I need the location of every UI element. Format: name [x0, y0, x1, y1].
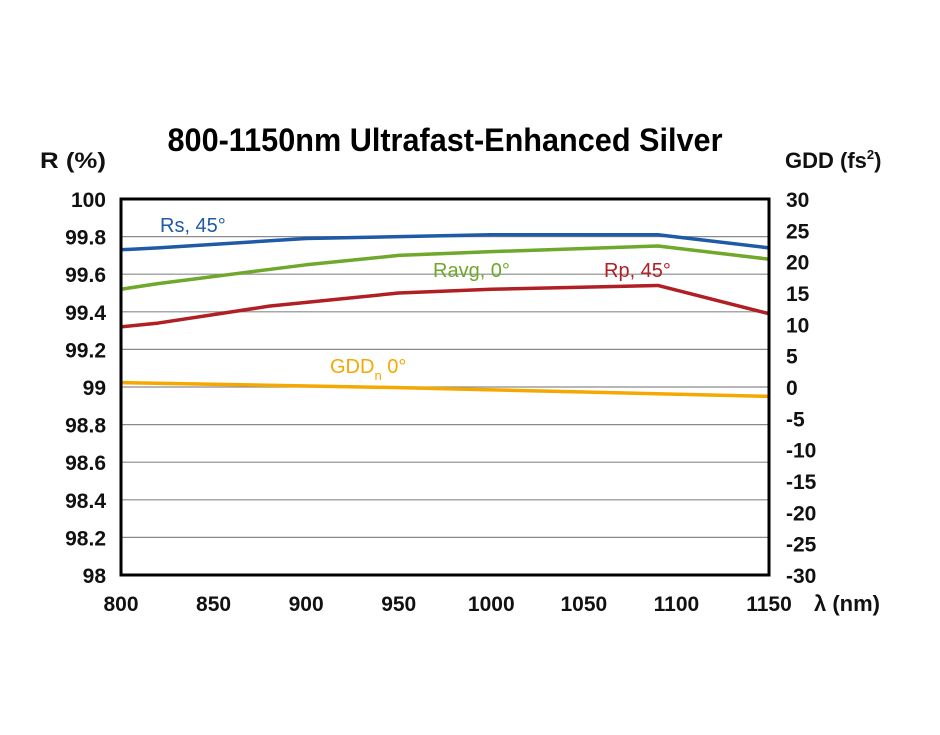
y2-tick-label: -15	[786, 471, 817, 494]
series-label-end: 0°	[382, 356, 407, 378]
series-label: Ravg, 0°	[433, 260, 510, 282]
y2-tick-label: 30	[786, 189, 809, 212]
series-label-name: Ravg, 0°	[433, 260, 510, 282]
x-tick-label: 800	[103, 593, 138, 616]
x-axis-label: λ (nm)	[814, 591, 880, 616]
y2-axis-label: GDD (fs2)	[785, 147, 881, 173]
y2-tick-label: -30	[786, 565, 816, 588]
series-label: Rs, 45°	[160, 215, 226, 237]
series-label: Rp, 45°	[604, 260, 671, 282]
series-line	[120, 380, 770, 399]
y-tick-label: 98	[83, 565, 107, 588]
y-axis-label: R (%)	[40, 148, 106, 173]
series-label-name: GDD	[330, 356, 374, 378]
y2-tick-label: -20	[786, 502, 816, 525]
x-tick-label: 1150	[746, 593, 792, 616]
y2-tick-label: -5	[786, 408, 805, 431]
series-label-sub: n	[374, 368, 381, 383]
series-label-name: Rs, 45°	[160, 215, 226, 237]
y2-tick-label: -25	[786, 534, 817, 557]
y-tick-label: 99.2	[65, 339, 106, 362]
y-tick-label: 99.6	[65, 264, 106, 287]
y2-label-sup: 2	[867, 147, 874, 162]
y2-tick-label: 10	[786, 314, 809, 337]
x-tick-label: 950	[381, 593, 416, 616]
x-tick-label: 1000	[468, 593, 515, 616]
y-tick-label: 99	[83, 377, 106, 400]
y-tick-label: 98.4	[65, 490, 106, 513]
series-line	[120, 232, 770, 252]
y-tick-label: 99.4	[65, 302, 106, 325]
y2-tick-label: 25	[786, 220, 810, 243]
y2-tick-label: 15	[786, 283, 810, 306]
y2-tick-label: 0	[786, 377, 798, 400]
series-label-name: Rp, 45°	[604, 260, 671, 282]
y2-tick-label: 5	[786, 346, 798, 369]
chart-title: 800-1150nm Ultrafast-Enhanced Silver	[168, 122, 723, 158]
y2-tick-label: 20	[786, 252, 809, 275]
y2-label-end: )	[874, 148, 881, 173]
y-tick-label: 98.6	[65, 452, 106, 475]
y-tick-label: 100	[71, 189, 106, 212]
x-tick-label: 850	[196, 593, 231, 616]
y-tick-label: 98.2	[65, 527, 106, 550]
y2-tick-label: -10	[786, 440, 816, 463]
y2-label-main: GDD (fs	[785, 148, 867, 173]
series-line	[120, 283, 770, 329]
x-tick-label: 1100	[654, 593, 700, 616]
x-tick-label: 1050	[560, 593, 607, 616]
series-line	[120, 244, 770, 291]
plot-frame	[119, 197, 771, 577]
x-tick-label: 900	[289, 593, 324, 616]
series-label: GDDn 0°	[330, 356, 406, 383]
y-tick-label: 99.8	[65, 227, 106, 250]
y-tick-label: 98.8	[65, 415, 106, 438]
